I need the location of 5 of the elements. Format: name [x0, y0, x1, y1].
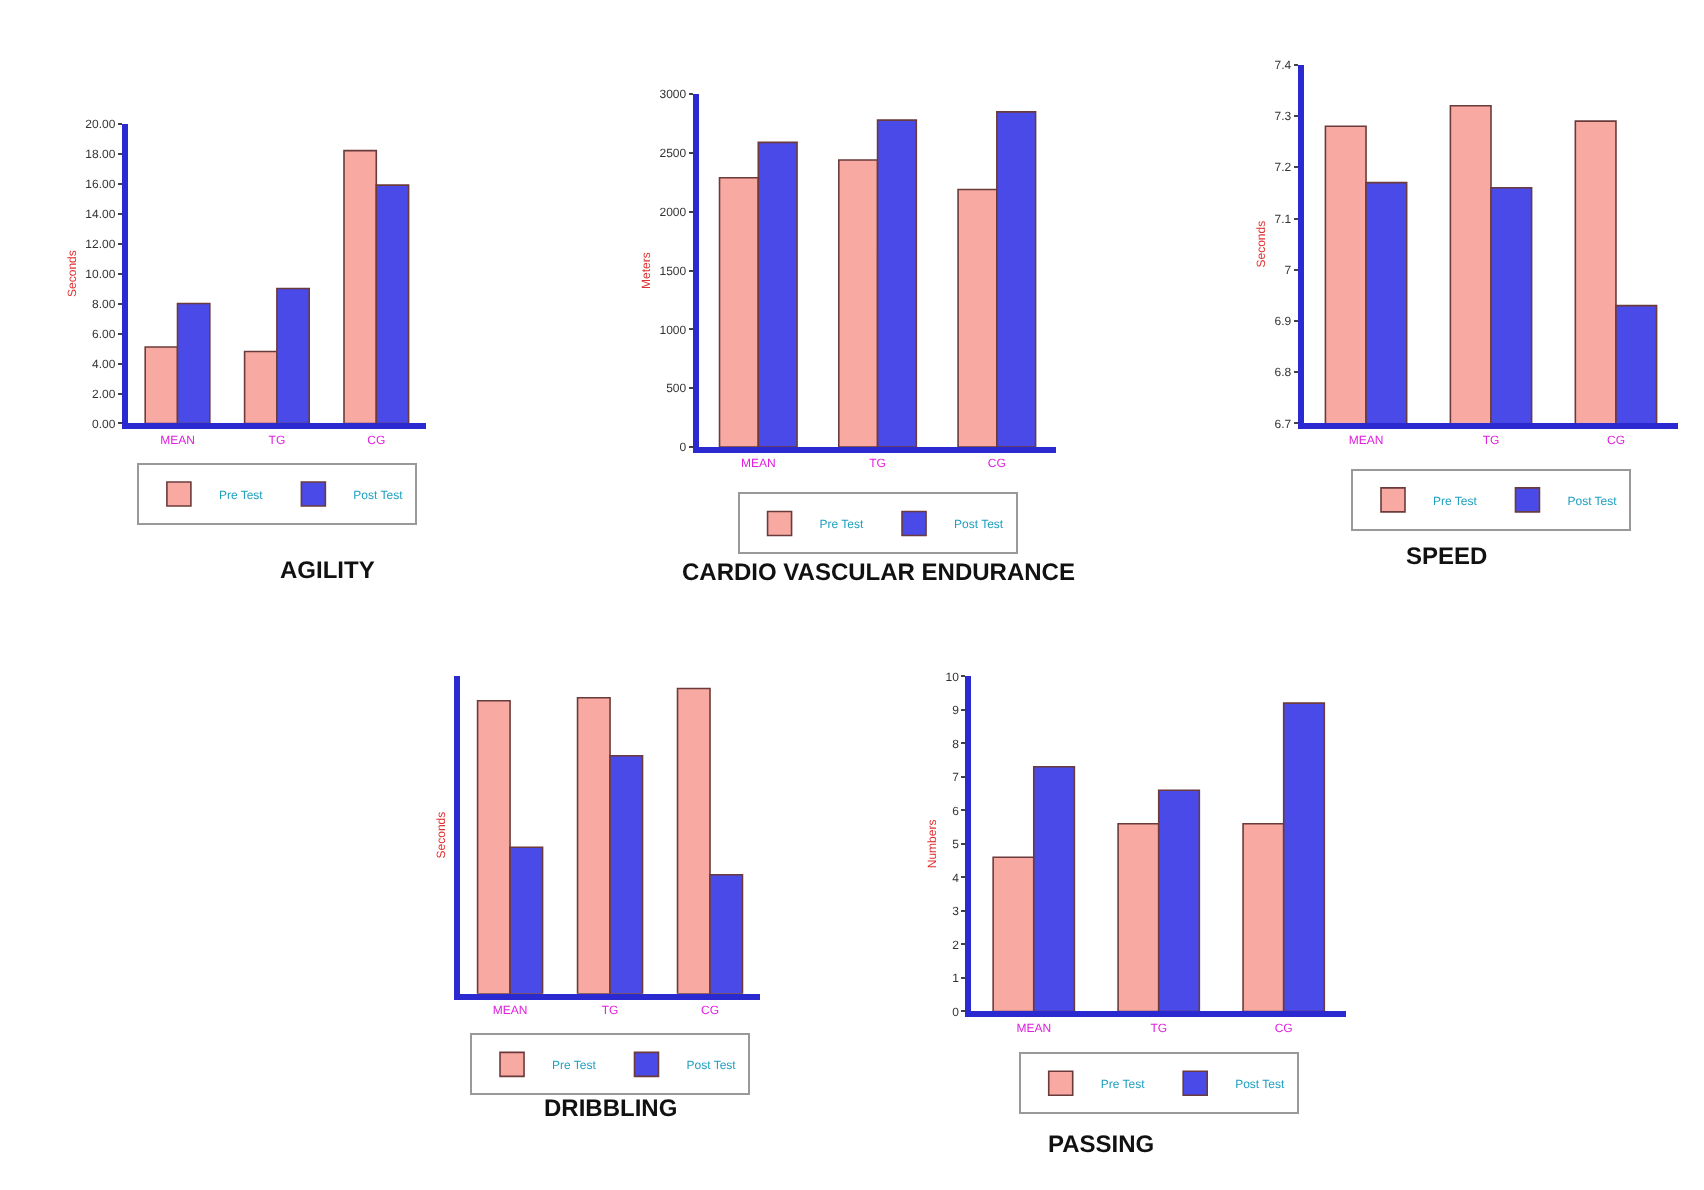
text: CARDIO VASCULAR ENDURANCE [682, 558, 1075, 586]
text: SPEED [1406, 542, 1489, 570]
text: PASSING [1048, 1130, 1155, 1158]
text: DRIBBLING [544, 1094, 678, 1122]
text: AGILITY [280, 556, 375, 584]
